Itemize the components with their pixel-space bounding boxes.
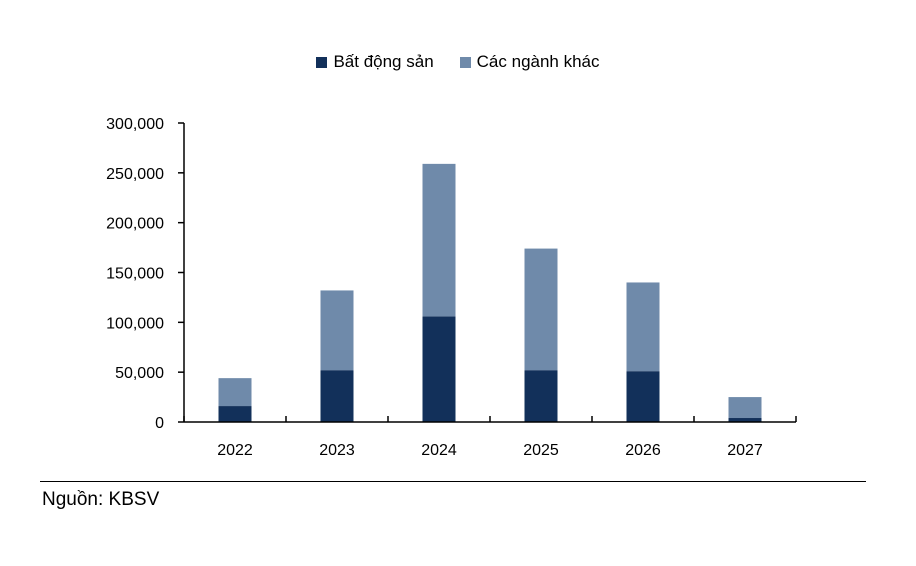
- y-tick-label: 250,000: [106, 166, 164, 183]
- y-tick-label: 200,000: [106, 216, 164, 233]
- bar-2022-series-0: [218, 406, 252, 422]
- legend-item-other-sectors: Các ngành khác: [459, 52, 600, 72]
- bar-2024-series-0: [422, 316, 456, 422]
- legend-swatch-other-sectors: [459, 56, 471, 68]
- stacked-bar-chart: 2022 2023 2024 2025 2026 2027 0 50,000 100,000 15…: [106, 116, 797, 459]
- bar-2027-series-0: [728, 418, 762, 422]
- x-tick-label: 2025: [523, 442, 559, 459]
- legend-item-real-estate: Bất động sản: [316, 52, 434, 72]
- bar-2024-series-1: [422, 163, 456, 317]
- legend-swatch-real-estate: [316, 56, 328, 68]
- chart-legend: Bất động sản Các ngành khác: [0, 52, 916, 72]
- y-tick-label: 150,000: [106, 266, 164, 283]
- source-note: Nguồn: KBSV: [42, 489, 160, 510]
- x-tick-label: 2027: [727, 442, 763, 459]
- bar-2023-series-1: [320, 290, 354, 371]
- y-tick-label: 50,000: [115, 365, 164, 382]
- x-tick-label: 2023: [319, 442, 355, 459]
- bar-2026-series-1: [626, 282, 660, 372]
- bar-2025-series-1: [524, 248, 558, 371]
- bar-2027-series-1: [728, 397, 762, 419]
- x-tick-label: 2026: [625, 442, 661, 459]
- legend-label-real-estate: Bất động sản: [333, 52, 434, 71]
- y-tick-label: 300,000: [106, 116, 164, 133]
- y-tick-label: 100,000: [106, 315, 164, 332]
- divider-line: [40, 481, 866, 482]
- bar-2023-series-0: [320, 370, 354, 422]
- y-tick-label: 0: [155, 415, 164, 432]
- x-tick-label: 2024: [421, 442, 457, 459]
- bar-2026-series-0: [626, 371, 660, 422]
- bar-2025-series-0: [524, 370, 558, 422]
- x-tick-label: 2022: [217, 442, 253, 459]
- legend-label-other-sectors: Các ngành khác: [476, 52, 600, 71]
- bar-2022-series-1: [218, 378, 252, 407]
